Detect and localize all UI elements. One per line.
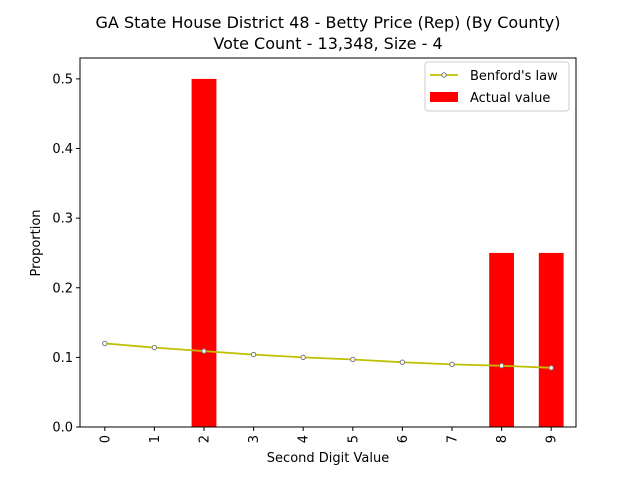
y-tick-label-0.0: 0.0: [52, 421, 73, 436]
chart-title: GA State House District 48 - Betty Price…: [96, 13, 561, 32]
x-tick-label-9: 9: [545, 435, 560, 443]
plot-area: 0.0 0.1 0.2 0.3 0.4 0.5 0 1 2 3 4 5 6 7 8 9: [52, 57, 577, 443]
axes-frame: [79, 57, 577, 428]
benford-point-9: [548, 365, 554, 371]
benford-point-5: [350, 356, 356, 363]
x-tick-label-2: 2: [198, 435, 213, 443]
legend-line-marker: [441, 72, 447, 78]
bar-2: [191, 78, 217, 428]
benford-point-0: [102, 340, 108, 347]
y-tick-label-0.4: 0.4: [52, 142, 73, 157]
x-tick-label-5: 5: [346, 435, 361, 443]
legend: Benford's law Actual value: [424, 61, 570, 112]
legend-box: [424, 61, 570, 112]
benford-line: [104, 342, 552, 369]
y-tick-label-0.2: 0.2: [52, 281, 73, 296]
bar-9: [538, 252, 564, 427]
y-tick-label-0.5: 0.5: [52, 72, 73, 87]
benford-point-2: [201, 348, 207, 354]
y-axis-label: Proportion: [29, 209, 44, 276]
legend-label-benford: Benford's law: [470, 69, 558, 84]
chart-subtitle: Vote Count - 13,348, Size - 4: [213, 34, 442, 53]
x-axis-label: Second Digit Value: [267, 451, 389, 466]
x-tick-label-6: 6: [396, 435, 411, 443]
legend-label-actual: Actual value: [470, 91, 550, 106]
benford-point-3: [250, 351, 257, 358]
x-tick-label-7: 7: [446, 435, 461, 443]
benford-point-4: [300, 354, 306, 361]
x-tick-label-1: 1: [148, 435, 163, 443]
y-tick-label-0.3: 0.3: [52, 212, 73, 227]
x-tick-label-8: 8: [495, 435, 510, 443]
legend-bar-swatch: [430, 92, 458, 102]
y-tick-label-0.1: 0.1: [52, 351, 73, 366]
benford-point-6: [399, 359, 406, 365]
x-tick-label-3: 3: [247, 435, 262, 443]
x-tick-label-0: 0: [98, 435, 113, 443]
bar-8: [489, 252, 514, 427]
x-tick-label-4: 4: [297, 435, 312, 443]
benford-point-7: [449, 361, 455, 368]
benford-point-1: [151, 344, 158, 351]
benford-point-8: [498, 363, 505, 369]
